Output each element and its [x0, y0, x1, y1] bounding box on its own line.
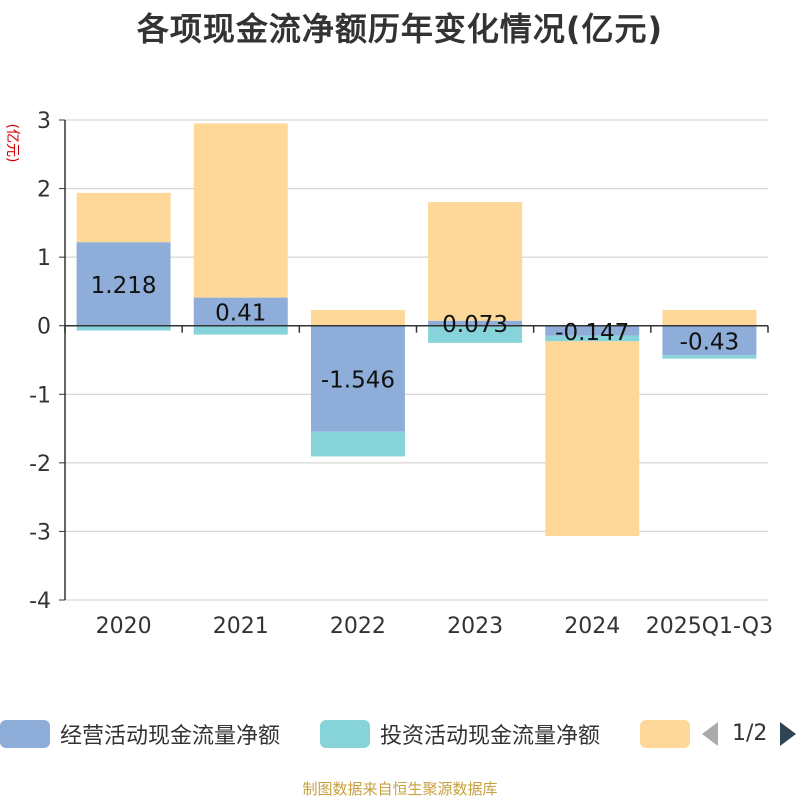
legend-label-investing: 投资活动现金流量净额: [380, 724, 601, 749]
y-tick-label: -2: [29, 452, 51, 477]
y-tick-label: -4: [29, 589, 51, 614]
data-label-2025Q1-Q3: -0.43: [680, 329, 740, 355]
y-tick-label: 2: [37, 178, 51, 203]
y-axis-label: (亿元): [4, 124, 20, 163]
legend: 经营活动现金流量净额 投资活动现金流量净额 1/2: [0, 716, 800, 752]
x-tick-label: 2024: [564, 614, 620, 639]
legend-swatch-financing: [640, 720, 690, 748]
legend-swatch-investing: [320, 720, 370, 748]
y-tick-label: 1: [37, 246, 51, 271]
source-note: 制图数据来自恒生聚源数据库: [302, 780, 498, 798]
bar-segment-0-2024[interactable]: [545, 325, 640, 336]
x-tick-label: 2021: [213, 614, 269, 639]
bar-segment-1-2025Q1-Q3[interactable]: [662, 355, 757, 359]
chart-title: 各项现金流净额历年变化情况(亿元): [136, 10, 664, 48]
x-tick-label: 2025Q1-Q3: [646, 614, 773, 639]
legend-prev-page-icon[interactable]: [700, 720, 720, 748]
bar-segment-0-2020[interactable]: [76, 242, 171, 326]
axis-layer: 3 2 1 0 -1 -2 -3 -4 2020 2021 2022 2023 2024 2025Q1-Q…: [29, 109, 773, 639]
grid-layer: [65, 119, 768, 601]
bar-segment-2-2023[interactable]: [428, 202, 523, 321]
legend-page-indicator: 1/2: [732, 721, 768, 746]
chart-plot: 3 2 1 0 -1 -2 -3 -4 2020 2021 2022 2023 2024 2025Q1-Q…: [4, 109, 773, 639]
bar-segment-0-2021[interactable]: [193, 297, 288, 326]
y-tick-label: -1: [29, 383, 51, 408]
label-layer: 1.218 0.41 -1.546 0.073 -0.147 -0.43: [91, 273, 740, 394]
legend-swatch-operating: [0, 720, 50, 748]
bar-segment-2-2025Q1-Q3[interactable]: [662, 309, 757, 326]
bar-layer: [76, 123, 757, 537]
y-tick-label: -3: [29, 520, 51, 545]
x-tick-label: 2022: [330, 614, 386, 639]
bar-segment-2-2021[interactable]: [193, 123, 288, 298]
legend-item-investing[interactable]: 投资活动现金流量净额: [320, 716, 600, 752]
x-tick-label: 2020: [96, 614, 152, 639]
bar-segment-1-2024[interactable]: [545, 335, 640, 342]
legend-next-page-icon[interactable]: [778, 720, 798, 748]
bar-segment-1-2022[interactable]: [310, 431, 405, 457]
legend-item-operating[interactable]: 经营活动现金流量净额: [0, 716, 280, 752]
data-label-2022: -1.546: [321, 368, 395, 394]
x-tick-label: 2023: [447, 614, 503, 639]
data-label-2020: 1.218: [91, 273, 157, 299]
bar-segment-2-2024[interactable]: [545, 341, 640, 537]
bar-segment-0-2025Q1-Q3[interactable]: [662, 325, 757, 356]
bar-segment-1-2021[interactable]: [193, 325, 288, 335]
bar-segment-1-2023[interactable]: [428, 325, 523, 343]
data-label-2021: 0.41: [215, 301, 266, 327]
legend-label-operating: 经营活动现金流量净额: [60, 724, 281, 749]
bar-segment-1-2020[interactable]: [76, 325, 171, 331]
data-label-2023: 0.073: [442, 312, 508, 338]
y-tick-label: 0: [37, 315, 51, 340]
legend-item-financing[interactable]: [640, 716, 700, 752]
bar-segment-0-2022[interactable]: [310, 325, 405, 432]
bar-segment-2-2020[interactable]: [76, 192, 171, 243]
y-tick-label: 3: [37, 109, 51, 134]
bar-segment-0-2023[interactable]: [428, 320, 523, 326]
data-label-2024: -0.147: [555, 320, 629, 346]
bar-segment-2-2022[interactable]: [310, 309, 405, 326]
